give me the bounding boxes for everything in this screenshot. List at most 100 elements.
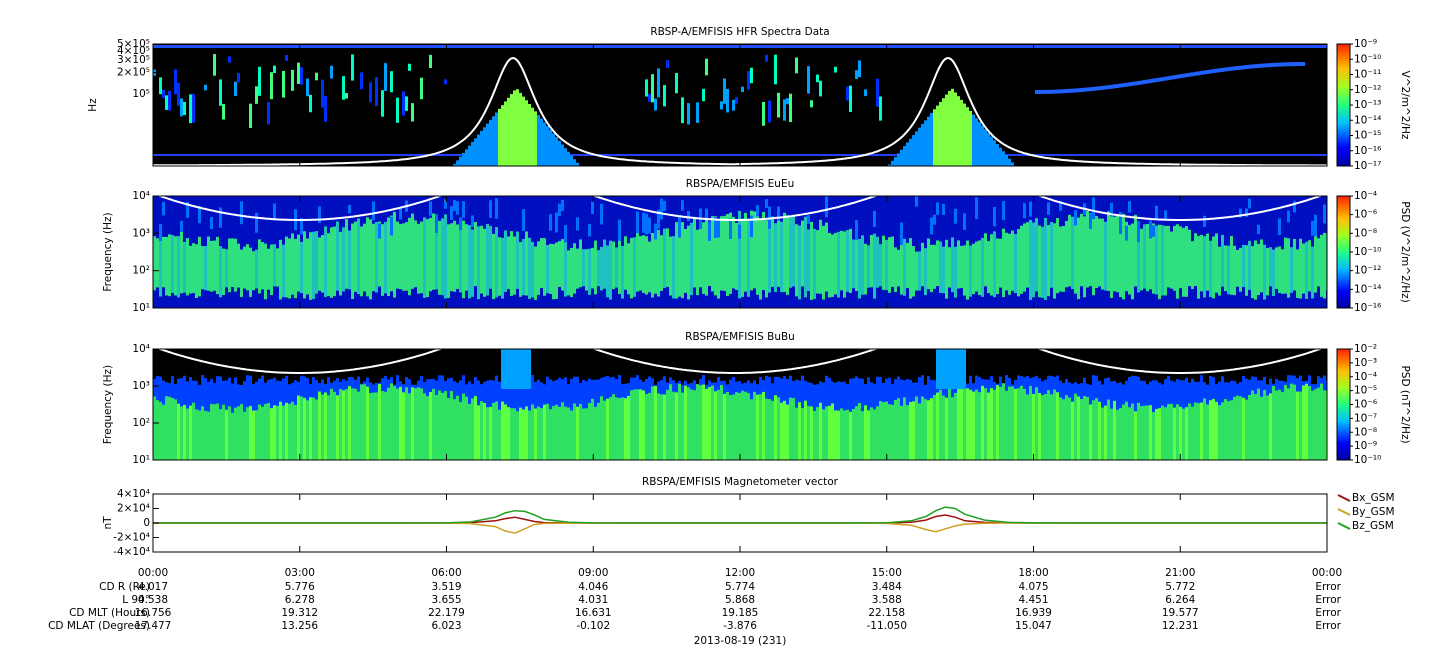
spectrogram-cell: [735, 392, 738, 460]
spectrogram-cell: [1149, 79, 1152, 84]
spectrogram-cell: [375, 154, 378, 156]
spectrogram-cell: [573, 45, 576, 48]
spectrogram-cell: [528, 45, 531, 48]
colorbar-tick-label: 10⁻¹⁰: [1354, 53, 1381, 65]
spectrogram-cell: [219, 207, 222, 228]
spectrogram-cell: [849, 154, 852, 156]
spectrogram-cell: [378, 223, 381, 239]
spectrogram-cell: [1191, 72, 1194, 77]
spectrogram-cell: [894, 45, 897, 48]
spectrogram-cell: [1233, 45, 1236, 48]
spectrogram-cell: [444, 79, 447, 85]
spectrogram-cell: [1131, 223, 1134, 300]
spectrogram-cell: [1134, 214, 1137, 287]
spectrogram-cell: [321, 79, 324, 108]
spectrogram-cell: [711, 154, 714, 156]
spectrogram-cell: [177, 45, 180, 48]
spectrogram-cell: [258, 45, 261, 48]
spectrogram-cell: [690, 45, 693, 48]
spectrogram-cell: [156, 238, 159, 288]
spectrogram-cell: [591, 398, 594, 460]
spectrogram-cell: [471, 141, 474, 166]
row-label: CD MLT (Hours): [69, 607, 150, 619]
spectrogram-cell: [1251, 45, 1254, 48]
spectrogram-cell: [180, 220, 183, 232]
spectrogram-cell: [744, 154, 747, 156]
spectrogram-cell: [657, 393, 660, 460]
spectrogram-cell: [192, 402, 195, 460]
spectrogram-cell: [939, 101, 942, 166]
spectrogram-cell: [375, 45, 378, 48]
spectrogram-cell: [564, 242, 567, 297]
spectrogram-cell: [1095, 45, 1098, 48]
spectrogram-cell: [171, 45, 174, 48]
spectrogram-cell: [342, 154, 345, 156]
spectrogram-cell: [1047, 202, 1050, 215]
spectrogram-cell: [1311, 246, 1314, 299]
spectrogram-cell: [1266, 248, 1269, 296]
spectrogram-cell: [651, 386, 654, 460]
plot-area: [153, 506, 1327, 534]
spectrogram-cell: [1029, 219, 1032, 300]
spectrogram-cell: [795, 154, 798, 156]
spectrogram-cell: [783, 154, 786, 156]
colorbar-tick-label: 10⁻³: [1354, 357, 1377, 369]
spectrogram-cell: [273, 203, 276, 221]
spectrogram-cell: [255, 212, 258, 233]
spectrogram-cell: [351, 154, 354, 156]
spectrogram-cell: [267, 154, 270, 156]
spectrogram-cell: [909, 45, 912, 48]
spectrogram-cell: [372, 45, 375, 48]
spectrogram-cell: [474, 138, 477, 166]
colorbar-tick-label: 10⁻¹⁵: [1354, 130, 1381, 142]
spectrogram-cell: [267, 102, 270, 125]
row-value: 6.264: [1165, 594, 1195, 606]
spectrogram-cell: [984, 233, 987, 287]
spectrogram-cell: [1314, 389, 1317, 460]
spectrogram-cell: [690, 154, 693, 156]
spectrogram-cell: [354, 221, 357, 292]
spectrogram-cell: [1200, 234, 1203, 292]
spectrogram-cell: [915, 131, 918, 166]
spectrogram-cell: [864, 243, 867, 295]
spectrogram-cell: [210, 154, 213, 156]
spectrogram-cell: [285, 45, 288, 48]
spectrogram-cell: [1161, 154, 1164, 156]
spectrogram-cell: [747, 45, 750, 48]
spectrogram-cell: [489, 45, 492, 48]
spectrogram-cell: [1128, 201, 1131, 213]
spectrogram-cell: [519, 242, 522, 297]
spectrogram-cell: [423, 217, 426, 298]
spectrogram-cell: [879, 244, 882, 287]
colorbar: [1336, 43, 1351, 167]
spectrogram-cell: [876, 406, 879, 460]
spectrogram-cell: [918, 403, 921, 460]
spectrogram-cell: [1068, 45, 1071, 48]
spectrogram-cell: [1155, 45, 1158, 48]
spectrogram-cell: [486, 223, 489, 296]
spectrogram-cell: [345, 45, 348, 48]
spectrogram-cell: [1071, 401, 1074, 460]
spectrogram-cell: [1053, 223, 1056, 299]
spectrogram-cell: [1260, 239, 1263, 293]
spectrogram-cell: [456, 201, 459, 215]
spectrogram-cell: [345, 154, 348, 156]
spectrogram-cell: [1155, 78, 1158, 83]
spectrogram-cell: [1281, 392, 1284, 460]
spectrogram-cell: [240, 249, 243, 297]
spectrogram-cell: [888, 154, 891, 156]
spectrogram-cell: [1290, 247, 1293, 293]
spectrogram-cell: [1149, 45, 1152, 48]
spectrogram-cell: [225, 409, 228, 460]
spectrogram-cell: [993, 207, 996, 227]
spectrogram-cell: [570, 155, 573, 166]
spectrogram-cell: [978, 121, 981, 166]
spectrogram-cell: [336, 154, 339, 156]
spectrogram-cell: [591, 201, 594, 214]
spectrogram-cell: [780, 221, 783, 293]
spectrogram-cell: [159, 229, 162, 297]
spectrogram-cell: [558, 203, 561, 217]
spectrogram-cell: [453, 199, 456, 211]
spectrogram-cell: [1206, 404, 1209, 460]
spectrogram-cell: [1302, 243, 1305, 294]
